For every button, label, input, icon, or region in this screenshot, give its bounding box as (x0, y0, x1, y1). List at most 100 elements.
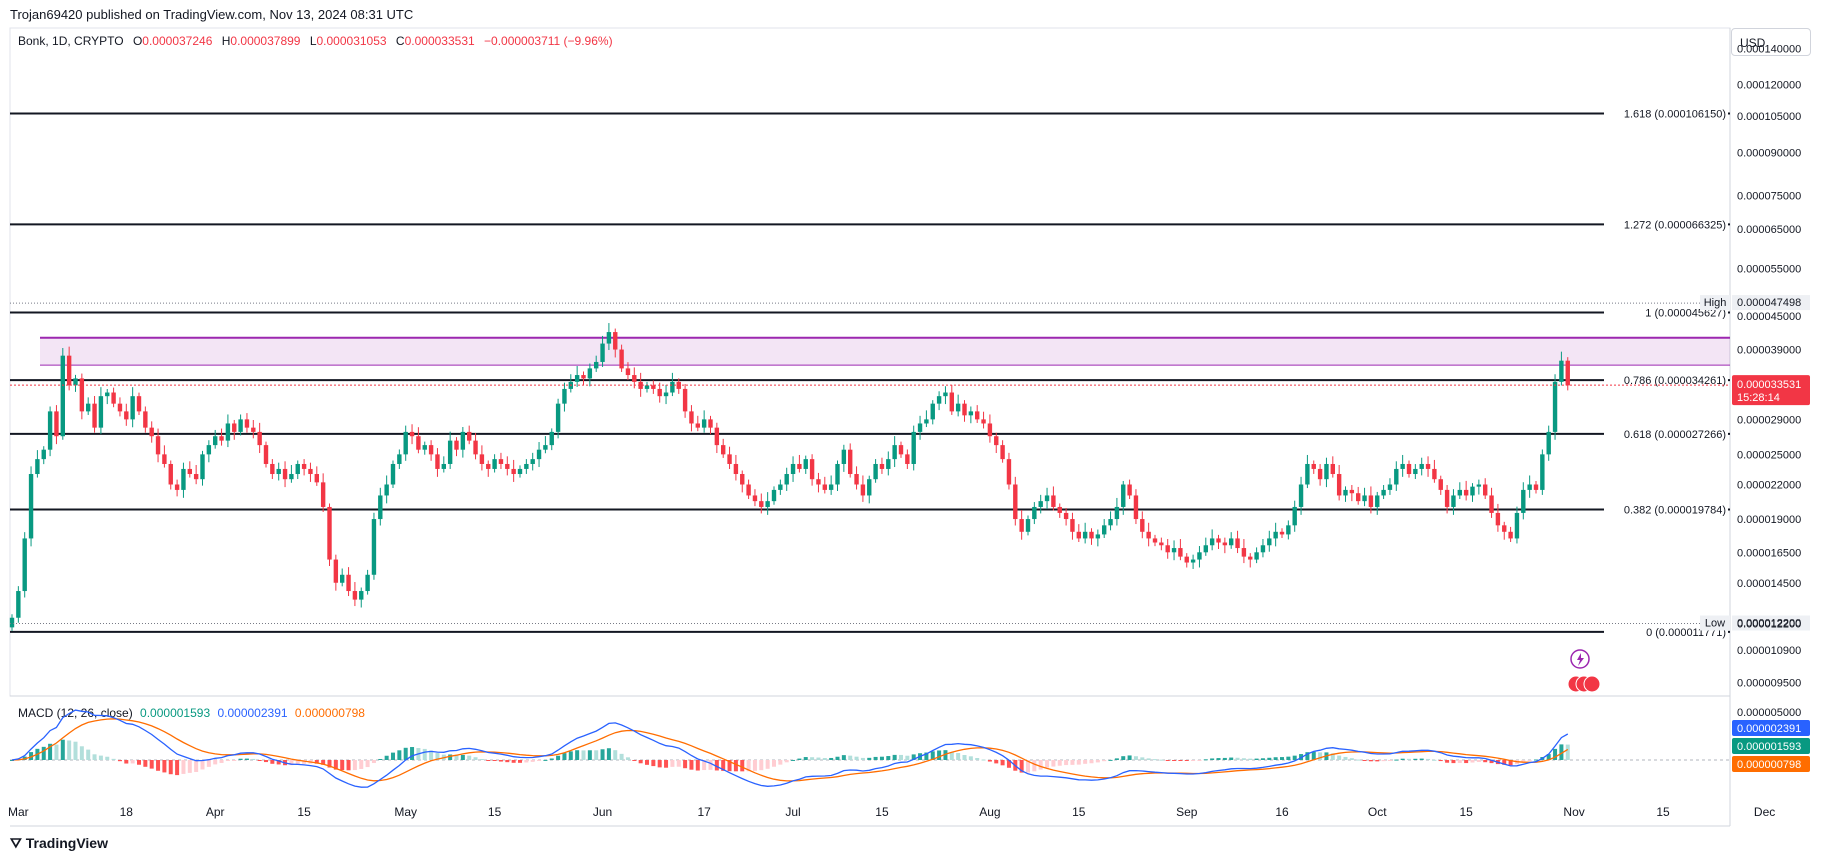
macd-hist-bar (721, 760, 726, 771)
candle-body (314, 474, 319, 483)
macd-hist-bar (289, 760, 294, 766)
candle-body (606, 332, 612, 344)
candle-body (352, 591, 358, 600)
candle-body (1044, 495, 1050, 502)
macd-hist-bar (1051, 760, 1056, 767)
macd-hist-bar (130, 760, 135, 764)
candle-body (1559, 360, 1564, 382)
macd-hist-bar (1248, 758, 1253, 760)
candle-body (47, 411, 53, 450)
candle-body (644, 385, 650, 389)
candle-body (320, 482, 326, 507)
last-price-value: 0.000033531 (1737, 379, 1801, 391)
price-tick-label: 0.000022000 (1737, 479, 1801, 491)
macd-hist-bar (1000, 760, 1005, 766)
macd-hist-bar (1527, 760, 1532, 761)
macd-hist-bar (791, 759, 796, 761)
candle-body (936, 396, 942, 404)
candle-body (200, 454, 205, 480)
macd-hist-bar (1305, 752, 1310, 760)
close-value: 0.000033531 (404, 34, 475, 48)
macd-hist-bar (10, 760, 14, 761)
date-tick-label: 15 (1656, 805, 1670, 819)
macd-hist-bar (645, 760, 649, 765)
macd-hist-bar (194, 760, 199, 772)
macd-hist-bar (149, 760, 154, 769)
earnings-icon-3[interactable] (1583, 675, 1601, 693)
resistance-zone (40, 336, 1730, 366)
macd-hist-bar (886, 756, 891, 760)
candle-body (879, 463, 885, 469)
macd-hist-bar (879, 756, 884, 760)
price-tick-label: 0.000090000 (1737, 147, 1801, 159)
candle-body (867, 479, 872, 496)
candle-body (1260, 545, 1266, 553)
candle-body (727, 454, 732, 464)
candle-body (397, 454, 402, 464)
candle-body (1286, 525, 1291, 535)
candle-body (854, 474, 859, 485)
footer-brand[interactable]: ⛛ TradingView (10, 835, 108, 852)
currency-selector[interactable]: USD (1731, 28, 1811, 56)
fib-levels: 1.618 (0.000106150) 1.272 (0.000066325) 1 … (10, 105, 1730, 640)
candle-body (1387, 484, 1393, 490)
macd-hist-bar (1178, 760, 1183, 761)
macd-hist-bar (530, 760, 535, 762)
candle-body (206, 445, 212, 455)
macd-hist-bar (251, 758, 256, 760)
candle-body (803, 459, 808, 469)
candle-body (1438, 479, 1443, 490)
macd-hist-bar (1254, 758, 1259, 760)
candle-body (1248, 556, 1253, 560)
candle-body (822, 484, 827, 490)
macd-hist-bar (651, 760, 656, 767)
macd-badge-text-1: 0.000001593 (1737, 741, 1801, 753)
macd-hist-bar (1521, 760, 1526, 763)
macd-hist-value: 0.000001593 (140, 706, 211, 720)
candle-body (1457, 489, 1462, 496)
candle-body (359, 591, 364, 600)
date-tick-label: Jun (593, 805, 612, 819)
event-icons[interactable] (1567, 649, 1601, 693)
macd-hist-bar (702, 760, 707, 771)
macd-title[interactable]: MACD (12, 26, close) (18, 706, 133, 720)
macd-hist-bar (1343, 756, 1348, 760)
candle-body (517, 468, 523, 475)
candle-body (1565, 360, 1570, 386)
macd-hist-bar (206, 760, 211, 767)
candle-body (1171, 548, 1177, 553)
macd-hist-bar (1108, 759, 1113, 761)
candle-body (105, 392, 110, 397)
macd-hist-bar (1508, 760, 1513, 766)
candle-body (276, 468, 281, 475)
candle-body (873, 463, 878, 480)
date-tick-label: Aug (979, 805, 1000, 819)
macd-hist-bar (1311, 751, 1316, 760)
fib-label-bg-1 (1604, 216, 1728, 233)
macd-hist-bar (1006, 760, 1011, 768)
marker-tag-bg-1 (1700, 615, 1730, 631)
footer-brand-label: TradingView (25, 835, 108, 851)
macd-hist-bar (772, 760, 776, 767)
macd-hist-bar (270, 760, 275, 764)
candle-body (1057, 506, 1062, 513)
macd-hist-bar (714, 760, 719, 771)
date-tick-label: Oct (1368, 805, 1387, 819)
macd-hist-bar (1032, 760, 1037, 772)
symbol-label[interactable]: Bonk, 1D, CRYPTO (18, 34, 124, 48)
marker-value-bg-0 (1732, 295, 1810, 311)
candle-body (892, 445, 897, 460)
fib-label-bg-3 (1604, 372, 1728, 389)
macd-hist-bar (137, 760, 141, 765)
macd-hist-bar (213, 760, 218, 765)
candle-body (257, 431, 262, 446)
last-price-badge (1732, 375, 1810, 406)
macd-hist-bar (543, 759, 548, 761)
macd-signal-value: 0.000000798 (294, 706, 365, 720)
candle-body (689, 411, 694, 424)
macd-hist-bar (1286, 756, 1291, 760)
macd-hist-bar (1483, 760, 1488, 763)
